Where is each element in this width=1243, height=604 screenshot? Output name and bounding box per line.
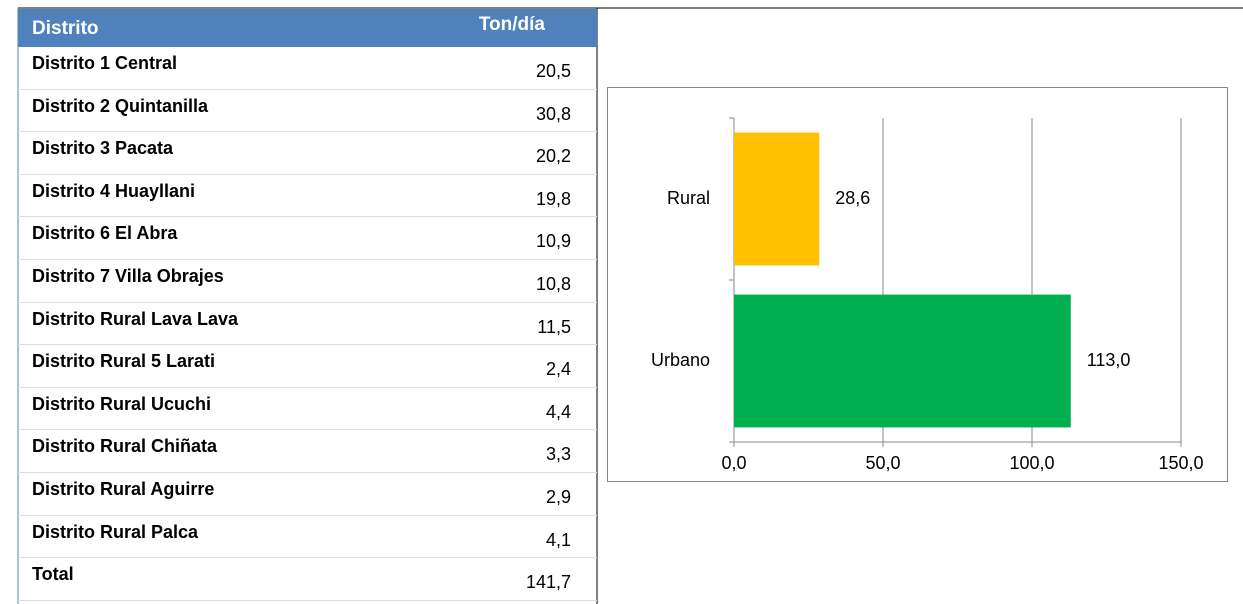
- table-cell: 4,1: [545, 529, 571, 550]
- table-cell: Distrito 1 Central: [32, 53, 178, 73]
- value-label: 113,0: [1087, 350, 1131, 370]
- table-cell: 2,9: [545, 486, 571, 507]
- table-cell: 19,8: [535, 188, 571, 209]
- table-cell: 10,9: [535, 231, 571, 252]
- table-row: Distrito 7 Villa Obrajes 10,8: [18, 260, 597, 303]
- table-header: Distrito Ton/día: [18, 9, 597, 47]
- table-cell: 3,3: [545, 444, 571, 465]
- table-cell: 4,4: [545, 401, 571, 422]
- table-row: Distrito 1 Central 20,5: [18, 47, 597, 90]
- table-cell: 2,4: [545, 359, 571, 380]
- table-row: Distrito Rural Chiñata 3,3: [18, 430, 597, 473]
- x-tick-label: 0,0: [721, 453, 746, 473]
- table-cell: Total: [32, 564, 74, 585]
- table-row: Distrito Rural Ucuchi 4,4: [18, 388, 597, 431]
- table-cell: 11,5: [537, 316, 571, 337]
- table-cell: Distrito Rural 5 Larati: [32, 351, 216, 372]
- table-row: Distrito 2 Quintanilla 30,8: [18, 90, 597, 133]
- table-cell: Distrito 2 Quintanilla: [32, 95, 209, 116]
- table-row: Total 141,7: [18, 558, 597, 601]
- table-row: Distrito Rural Palca 4,1: [18, 516, 597, 559]
- bar: [734, 294, 1071, 428]
- table-cell: Distrito 6 El Abra: [32, 223, 178, 244]
- table-row: Distrito Rural Aguirre 2,9: [18, 473, 597, 516]
- table-cell: 141,7: [525, 572, 571, 593]
- table-cell: Distrito Rural Lava Lava: [32, 308, 239, 329]
- header-cell: Ton/día: [478, 14, 545, 35]
- table-cell: 10,8: [535, 273, 571, 294]
- table-row: Distrito Rural Lava Lava 11,5: [18, 303, 597, 346]
- bar: [734, 132, 820, 266]
- table-cell: 20,2: [535, 146, 571, 167]
- x-tick-label: 50,0: [865, 453, 900, 473]
- table-row: Distrito 4 Huayllani 19,8: [18, 175, 597, 218]
- table: Distrito Ton/día Distrito 1 Central 20,5 D…: [18, 9, 597, 601]
- chart-frame: [607, 87, 1228, 482]
- table-cell: Distrito 3 Pacata: [32, 138, 174, 159]
- value-label: 28,6: [835, 188, 870, 208]
- table-cell: 20,5: [535, 61, 571, 81]
- x-tick-label: 100,0: [1009, 453, 1054, 473]
- table-row: Distrito 6 El Abra 10,9: [18, 217, 597, 260]
- table-cell: Distrito Rural Aguirre: [32, 478, 215, 499]
- table-cell: 30,8: [535, 103, 571, 124]
- table-body: Distrito 1 Central 20,5 Distrito 2 Quintan…: [18, 47, 597, 601]
- y-tick-label: Rural: [667, 188, 710, 208]
- table-cell: Distrito Rural Chiñata: [32, 436, 218, 457]
- table-row: Distrito 3 Pacata 20,2: [18, 132, 597, 175]
- header-cell: Distrito: [32, 18, 99, 39]
- table-cell: Distrito Rural Palca: [32, 521, 199, 542]
- x-tick-label: 150,0: [1158, 453, 1203, 473]
- table-cell: Distrito Rural Ucuchi: [32, 393, 212, 414]
- y-tick-label: Urbano: [651, 350, 710, 370]
- table-cell: Distrito 4 Huayllani: [32, 180, 196, 201]
- table-cell: Distrito 7 Villa Obrajes: [32, 265, 224, 286]
- table-row: Distrito Rural 5 Larati 2,4: [18, 345, 597, 388]
